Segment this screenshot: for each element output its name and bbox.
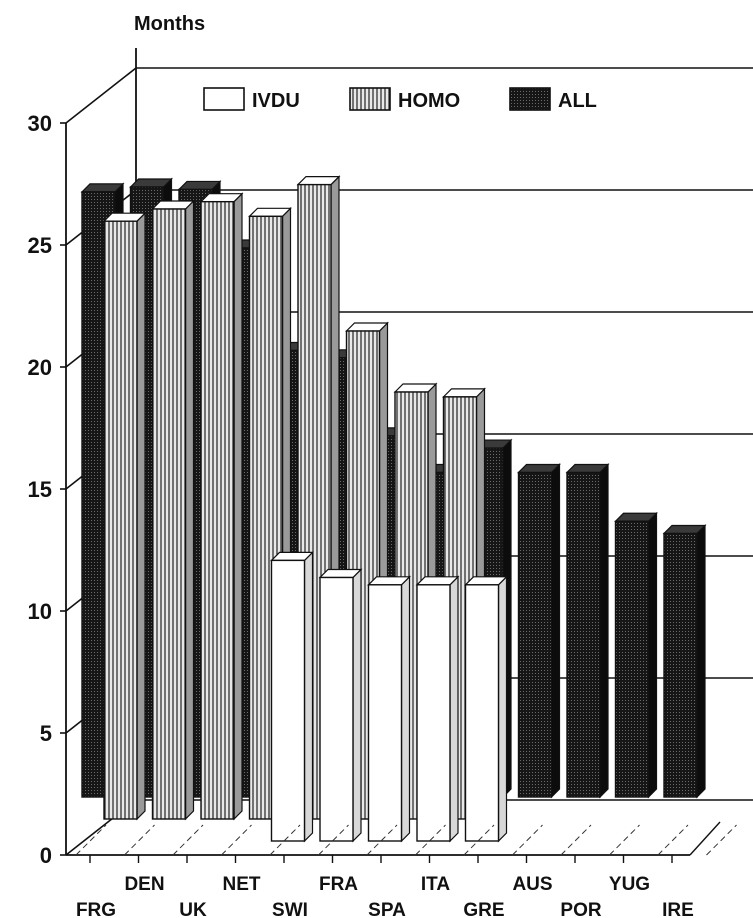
y-tick-label: 0	[40, 843, 52, 868]
x-tick-label: DEN	[124, 874, 164, 895]
y-tick-label: 15	[28, 477, 52, 502]
floor-divider	[318, 824, 349, 856]
y-axis-label: Months	[134, 13, 205, 35]
x-tick-label: ITA	[421, 874, 450, 895]
bar-all-aus	[517, 463, 561, 799]
x-tick-label: GRE	[463, 900, 504, 918]
bar-ivdu-fra	[367, 575, 411, 843]
x-tick-label: SPA	[368, 900, 406, 918]
legend: IVDU HOMO ALL	[203, 87, 597, 112]
floor-divider	[172, 824, 204, 856]
bars	[80, 175, 707, 843]
floor-divider	[366, 824, 398, 856]
floor-divider	[657, 824, 689, 856]
x-tick-label: YUG	[609, 874, 650, 895]
floor-divider	[609, 824, 640, 856]
legend-label: IVDU	[252, 90, 300, 112]
legend-swatch	[349, 87, 391, 111]
x-tick-label: IRE	[662, 900, 694, 918]
floor-divider	[415, 824, 446, 856]
y-axis: 0 5 10 15 20 25 30	[28, 111, 66, 868]
bar-ivdu-ita	[464, 575, 508, 843]
bar-homo-den	[151, 199, 195, 821]
y-tick-label: 10	[28, 599, 52, 624]
x-tick-label: SWI	[272, 900, 308, 918]
floor-divider	[463, 824, 495, 856]
bar-all-yug	[614, 511, 658, 799]
x-tick-label: NET	[223, 874, 261, 895]
bar-all-por	[565, 463, 610, 799]
x-tick-label: UK	[179, 900, 207, 918]
bar-homo-uk	[199, 192, 244, 821]
x-tick-label: FRA	[319, 874, 358, 895]
legend-item-all: ALL	[509, 87, 597, 112]
floor-divider	[512, 824, 543, 856]
legend-swatch	[203, 87, 245, 111]
floor-divider	[75, 824, 107, 856]
x-tick-label: POR	[560, 900, 601, 918]
legend-item-homo: HOMO	[349, 87, 460, 112]
bar-ivdu-net	[270, 550, 314, 843]
legend-label: ALL	[558, 90, 597, 112]
floor-divider	[269, 824, 301, 856]
floor-divider	[706, 824, 737, 856]
bar-ivdu-swi	[318, 568, 363, 843]
legend-item-ivdu: IVDU	[203, 87, 300, 112]
floor-divider	[560, 824, 592, 856]
bar-ivdu-spa	[415, 575, 460, 843]
y-tick-label: 20	[28, 355, 52, 380]
y-tick-label: 30	[28, 111, 52, 136]
grid-diagonal	[65, 67, 137, 124]
x-axis: FRG DEN UK NET SWI FRA SPA ITA GRE AUS POR YUG IRE	[75, 824, 737, 918]
x-tick-label: AUS	[512, 874, 552, 895]
y-tick-label: 5	[40, 721, 52, 746]
legend-swatch	[509, 87, 551, 111]
y-tick-label: 25	[28, 233, 52, 258]
floor-divider	[221, 824, 252, 856]
floor-right-edge	[689, 821, 721, 856]
bar-homo-frg	[102, 211, 147, 821]
floor-divider	[124, 824, 155, 856]
x-tick-label: FRG	[76, 900, 116, 918]
bar-all-ire	[662, 524, 707, 799]
legend-label: HOMO	[398, 90, 460, 112]
